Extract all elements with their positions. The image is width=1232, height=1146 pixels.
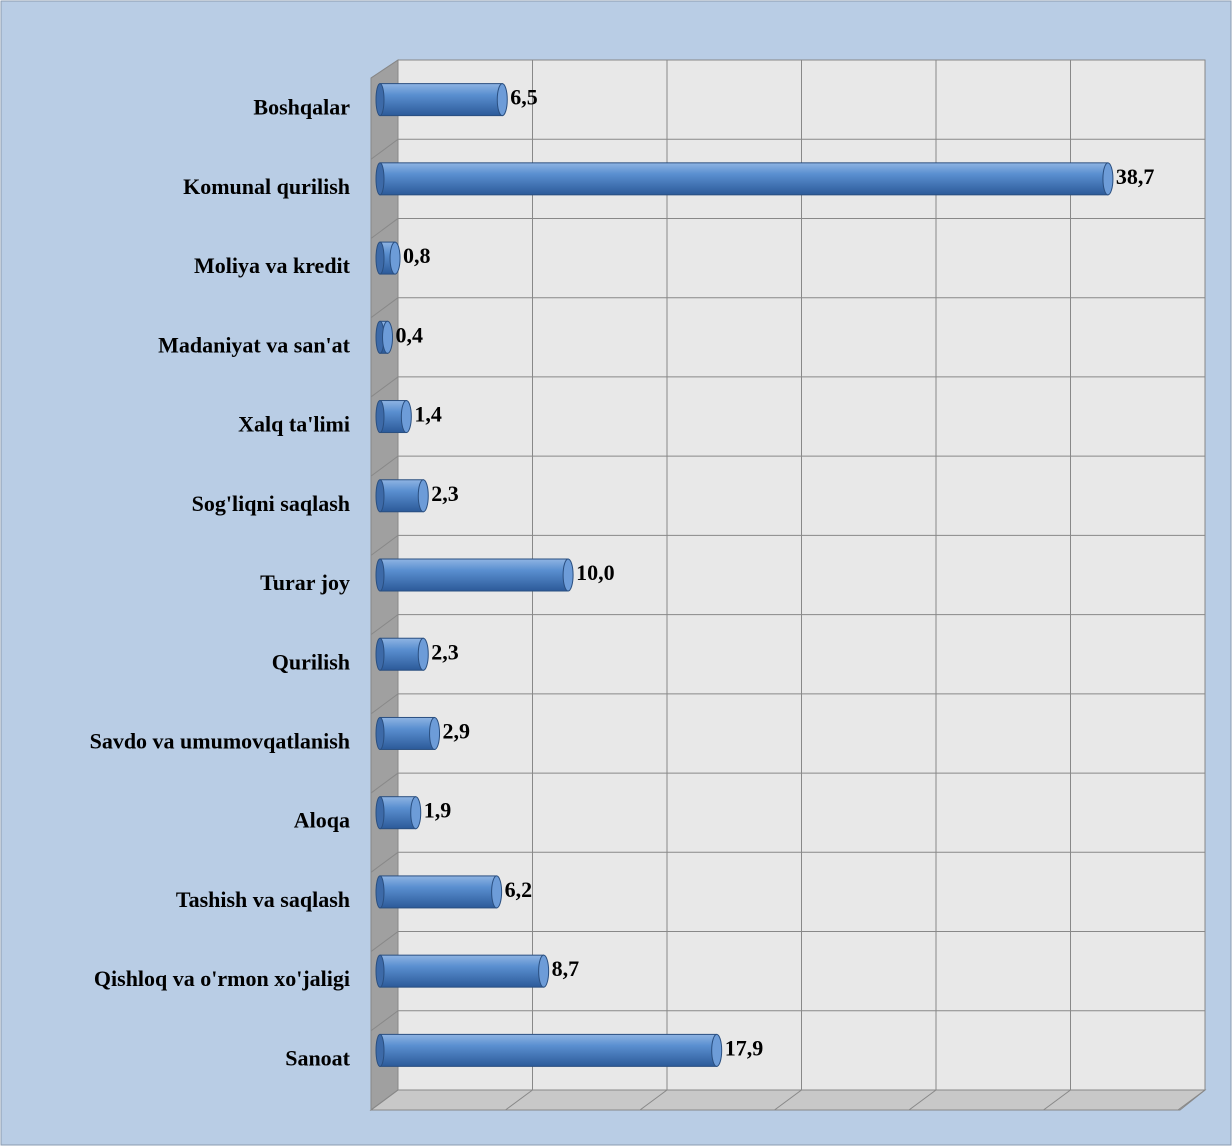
grid-line — [370, 297, 399, 319]
bar-cap — [375, 1033, 385, 1067]
grid-line — [505, 1089, 533, 1111]
bar — [379, 479, 424, 513]
value-label: 1,9 — [424, 798, 452, 823]
bar — [379, 162, 1109, 196]
grid-line — [774, 1089, 802, 1111]
category-label: Xalq ta'limi — [238, 412, 350, 437]
bar-cap — [429, 716, 441, 750]
category-label: Aloqa — [294, 808, 350, 833]
bar-cap — [375, 479, 385, 513]
grid-line — [370, 218, 399, 239]
bar-cap — [382, 320, 394, 354]
category-label: Qurilish — [272, 649, 350, 674]
bar-cap — [491, 875, 503, 909]
bar — [379, 954, 545, 988]
bar-cap — [1102, 162, 1114, 196]
grid-line — [370, 1010, 399, 1032]
value-label: 38,7 — [1116, 164, 1155, 189]
grid-line — [370, 851, 399, 873]
value-label: 1,4 — [414, 402, 442, 427]
bar-cap — [375, 241, 385, 275]
bar — [379, 83, 503, 117]
value-label: 0,4 — [396, 322, 424, 347]
grid-line — [370, 1089, 399, 1111]
grid-line — [370, 614, 399, 636]
bar-cap — [375, 558, 385, 592]
category-label: Komunal qurilish — [183, 174, 350, 199]
bar-cap — [711, 1033, 723, 1067]
category-label: Savdo va umumovqatlanish — [90, 729, 350, 754]
bar — [379, 716, 436, 750]
category-label: Qishloq va o'rmon xo'jaligi — [94, 966, 350, 991]
value-label: 0,8 — [403, 243, 431, 268]
bar-cap — [375, 400, 385, 434]
category-label: Madaniyat va san'at — [158, 332, 351, 357]
bar — [379, 1033, 718, 1067]
grid-line — [639, 1089, 668, 1111]
bar-cap — [400, 400, 412, 434]
grid-line — [370, 534, 399, 556]
grid-line — [370, 138, 399, 160]
bar-cap — [375, 162, 385, 196]
category-label: Turar joy — [260, 570, 350, 595]
grid-line — [370, 455, 399, 477]
grid-line — [370, 376, 399, 398]
grid-line — [370, 931, 399, 952]
bar-cap — [417, 637, 429, 671]
grid-line — [370, 59, 399, 79]
bar-cap — [375, 875, 385, 909]
bar-cap — [375, 716, 385, 750]
value-label: 8,7 — [552, 956, 580, 981]
bar — [379, 558, 569, 592]
value-label: 6,5 — [510, 85, 538, 110]
bar-cap — [410, 796, 422, 830]
grid-line — [1043, 1089, 1071, 1111]
grid-line — [370, 772, 399, 794]
bar-cap — [375, 954, 385, 988]
bar-cap — [417, 479, 429, 513]
value-label: 6,2 — [505, 877, 532, 902]
bar-cap — [538, 954, 550, 988]
grid-line — [1177, 1089, 1206, 1111]
value-label: 2,3 — [431, 639, 459, 664]
bar — [379, 637, 424, 671]
bar-cap — [375, 637, 385, 671]
value-label: 17,9 — [725, 1035, 764, 1060]
bar-cap — [389, 241, 401, 275]
bar-cap — [375, 796, 385, 830]
bar-cap — [496, 83, 508, 117]
value-label: 2,9 — [443, 719, 471, 744]
value-label: 10,0 — [576, 560, 615, 585]
bar — [379, 875, 498, 909]
grid-line — [908, 1089, 937, 1111]
category-label: Sanoat — [285, 1045, 350, 1070]
grid-line — [370, 693, 399, 715]
category-label: Tashish va saqlash — [176, 887, 350, 912]
category-label: Sog'liqni saqlash — [192, 491, 350, 516]
category-label: Moliya va kredit — [194, 253, 351, 278]
category-label: Boshqalar — [253, 95, 350, 120]
bar-cap — [562, 558, 574, 592]
value-label: 2,3 — [431, 481, 459, 506]
bar — [379, 796, 417, 830]
bar-cap — [375, 83, 385, 117]
